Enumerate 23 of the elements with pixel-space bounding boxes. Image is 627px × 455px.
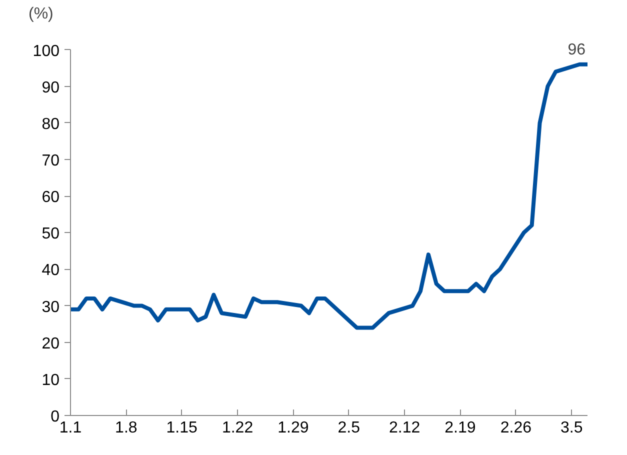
x-tick-label: 1.22 — [222, 420, 254, 436]
x-tick-label: 1.29 — [278, 420, 309, 436]
y-tick-label: 80 — [42, 116, 60, 133]
y-tick-label: 90 — [42, 79, 60, 96]
x-tick-label: 2.19 — [444, 420, 476, 436]
x-tick-label: 2.12 — [388, 420, 420, 436]
y-tick-label: 30 — [42, 298, 60, 316]
y-tick-label: 100 — [32, 42, 60, 60]
y-tick-label: 50 — [42, 226, 60, 243]
y-tick-label: 40 — [42, 262, 60, 280]
x-tick-label: 3.5 — [560, 420, 583, 436]
y-tick-label: 10 — [42, 372, 60, 389]
x-tick-label: 1.8 — [115, 420, 138, 436]
y-tick-label: 0 — [50, 408, 60, 426]
x-tick-label: 1.15 — [166, 420, 198, 436]
y-tick-label: 60 — [42, 189, 60, 206]
y-tick-label: 20 — [42, 335, 60, 352]
y-tick-label: 70 — [42, 152, 60, 170]
x-tick-label: 1.1 — [59, 420, 82, 436]
x-tick-label: 2.5 — [338, 420, 360, 436]
x-tick-label: 2.26 — [500, 420, 532, 436]
y-axis-title: (%) — [28, 6, 54, 22]
annotation: 96 — [568, 41, 586, 58]
